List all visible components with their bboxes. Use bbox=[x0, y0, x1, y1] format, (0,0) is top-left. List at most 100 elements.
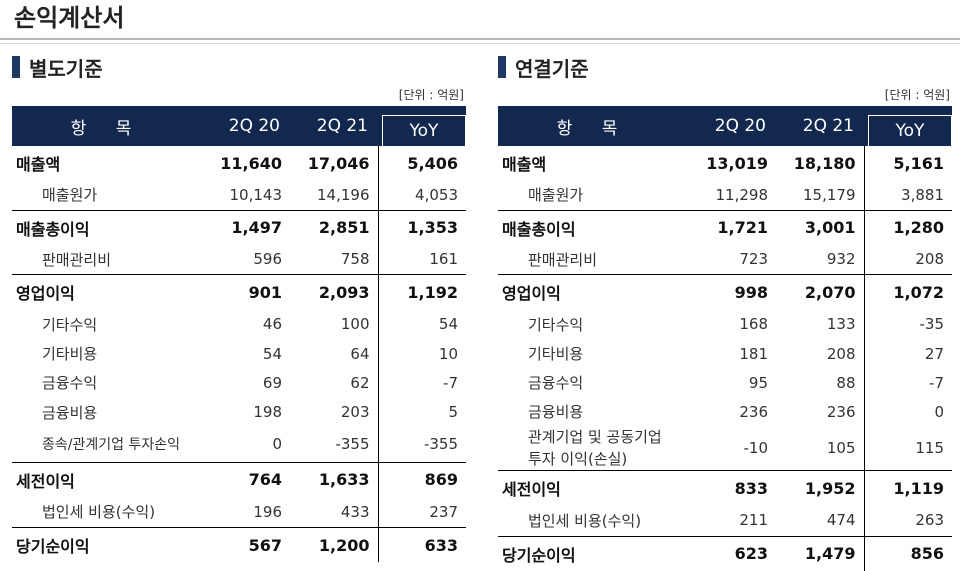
value-2q20: 1,497 bbox=[231, 218, 282, 237]
row-label: 금융수익 bbox=[528, 374, 584, 392]
value-yoy: -355 bbox=[377, 427, 466, 463]
value-2q20: 13,019 bbox=[706, 153, 768, 173]
value-yoy: 633 bbox=[377, 527, 466, 562]
value-yoy: 115 bbox=[863, 426, 952, 471]
row-label: 영업이익 bbox=[16, 284, 75, 303]
value-yoy: 1,353 bbox=[377, 210, 466, 245]
table-row: 기타수익 46 100 54 bbox=[12, 309, 466, 339]
consolidated-basis-panel: 연결기준 [단위 : 억원] 항 목 2Q 20 2Q 21 YoY 매출액 1… bbox=[498, 52, 952, 571]
value-2q20: 54 bbox=[262, 344, 282, 363]
value-2q20: 596 bbox=[202, 244, 290, 275]
value-2q21: 208 bbox=[826, 344, 856, 363]
value-2q21: 15,179 bbox=[776, 180, 864, 211]
row-label: 세전이익 bbox=[16, 471, 75, 491]
value-2q21: 14,196 bbox=[290, 180, 378, 211]
row-label: 매출원가 bbox=[498, 180, 688, 211]
row-label: 기타수익 bbox=[42, 315, 98, 334]
value-2q20: 11,298 bbox=[688, 180, 776, 211]
value-yoy: 1,192 bbox=[377, 274, 466, 309]
value-2q20: 623 bbox=[734, 544, 768, 563]
value-yoy: 869 bbox=[377, 462, 466, 497]
value-2q21: 64 bbox=[350, 344, 370, 363]
table-row: 세전이익 833 1,952 1,119 bbox=[498, 470, 952, 505]
page-title: 손익계산서 bbox=[14, 4, 125, 32]
table-row: 세전이익 764 1,633 869 bbox=[12, 462, 466, 497]
value-2q21: 1,200 bbox=[318, 535, 370, 555]
value-2q20: 723 bbox=[688, 244, 776, 275]
value-2q20: 95 bbox=[748, 373, 768, 392]
row-label: 법인세 비용(수익) bbox=[498, 505, 688, 537]
value-2q21: 236 bbox=[826, 402, 856, 421]
value-2q21: 932 bbox=[776, 244, 864, 275]
value-2q21: 1,952 bbox=[804, 478, 856, 498]
value-yoy: 856 bbox=[863, 536, 952, 571]
header-2q21: 2Q 21 bbox=[290, 106, 378, 146]
header-yoy-cell: YoY bbox=[864, 106, 952, 146]
row-label: 기타비용 bbox=[42, 345, 98, 363]
value-2q20: 1,721 bbox=[717, 218, 768, 237]
unit-note: [단위 : 억원] bbox=[884, 88, 950, 102]
table-row: 판매관리비 596 758 161 bbox=[12, 244, 466, 275]
row-label: 당기순이익 bbox=[502, 545, 576, 565]
title-divider bbox=[0, 38, 960, 40]
value-2q21: 474 bbox=[776, 505, 864, 537]
value-2q21: 133 bbox=[826, 315, 856, 333]
value-2q21: 1,633 bbox=[318, 470, 370, 489]
table-row: 기타비용 181 208 27 bbox=[498, 339, 952, 368]
section-marker bbox=[498, 56, 506, 78]
separate-basis-panel: 별도기준 [단위 : 억원] 항 목 2Q 20 2Q 21 YoY 매출액 1… bbox=[12, 52, 466, 562]
value-2q21: -355 bbox=[290, 427, 378, 463]
header-2q20: 2Q 20 bbox=[202, 106, 290, 146]
value-2q21: 433 bbox=[290, 496, 378, 528]
value-2q21: 88 bbox=[836, 373, 856, 392]
table-row: 종속/관계기업 투자손익 0 -355 -355 bbox=[12, 427, 466, 463]
section-title: 별도기준 bbox=[29, 56, 103, 81]
row-label: 영업이익 bbox=[502, 284, 561, 303]
value-2q20: 196 bbox=[202, 496, 290, 528]
table-row: 매출액 13,019 18,180 5,161 bbox=[498, 146, 952, 180]
table-row: 매출액 11,640 17,046 5,406 bbox=[12, 146, 466, 180]
row-label: 기타비용 bbox=[528, 345, 584, 363]
table-row: 영업이익 998 2,070 1,072 bbox=[498, 274, 952, 309]
row-label-line2: 투자 이익(손실) bbox=[528, 450, 628, 468]
value-yoy: 10 bbox=[377, 339, 466, 368]
row-label: 관계기업 및 공동기업 투자 이익(손실) bbox=[498, 426, 688, 471]
header-yoy-cell: YoY bbox=[378, 106, 466, 146]
header-2q20: 2Q 20 bbox=[688, 106, 776, 146]
value-2q21: 17,046 bbox=[307, 153, 370, 173]
table-row: 법인세 비용(수익) 211 474 263 bbox=[498, 505, 952, 537]
income-statement-table: 항 목 2Q 20 2Q 21 YoY 매출액 13,019 18,180 5,… bbox=[498, 106, 952, 571]
value-yoy: 237 bbox=[377, 496, 466, 528]
row-label: 금융비용 bbox=[528, 403, 584, 421]
value-2q20: 168 bbox=[739, 315, 768, 333]
header-yoy: YoY bbox=[868, 115, 952, 146]
value-2q20: 181 bbox=[739, 344, 768, 363]
value-yoy: 5 bbox=[377, 397, 466, 427]
value-2q20: 764 bbox=[248, 470, 282, 489]
value-2q20: 46 bbox=[262, 315, 282, 333]
value-yoy: 1,280 bbox=[863, 210, 952, 245]
row-label: 매출총이익 bbox=[16, 219, 90, 239]
header-yoy: YoY bbox=[382, 115, 466, 146]
value-2q20: 998 bbox=[734, 282, 768, 302]
value-yoy: -7 bbox=[863, 368, 952, 397]
value-yoy: 208 bbox=[863, 244, 952, 275]
row-label-line1: 관계기업 및 공동기업 bbox=[528, 428, 662, 446]
table-row: 금융수익 95 88 -7 bbox=[498, 368, 952, 397]
value-2q20: 69 bbox=[262, 373, 282, 392]
value-yoy: -7 bbox=[377, 368, 466, 397]
table-header-row: 항 목 2Q 20 2Q 21 YoY bbox=[498, 106, 952, 146]
value-yoy: 161 bbox=[377, 244, 466, 275]
table-row: 판매관리비 723 932 208 bbox=[498, 244, 952, 275]
table-row: 당기순이익 623 1,479 856 bbox=[498, 536, 952, 571]
section-header: 연결기준 bbox=[498, 52, 952, 82]
value-2q20: 0 bbox=[202, 427, 290, 463]
table-header-row: 항 목 2Q 20 2Q 21 YoY bbox=[12, 106, 466, 146]
row-label: 매출액 bbox=[502, 155, 547, 174]
row-label: 기타수익 bbox=[528, 315, 584, 334]
table-row: 매출총이익 1,497 2,851 1,353 bbox=[12, 210, 466, 245]
value-yoy: 0 bbox=[863, 397, 952, 426]
table-row: 금융비용 198 203 5 bbox=[12, 397, 466, 427]
income-statement-table: 항 목 2Q 20 2Q 21 YoY 매출액 11,640 17,046 5,… bbox=[12, 106, 466, 562]
value-2q20: -10 bbox=[688, 426, 776, 471]
